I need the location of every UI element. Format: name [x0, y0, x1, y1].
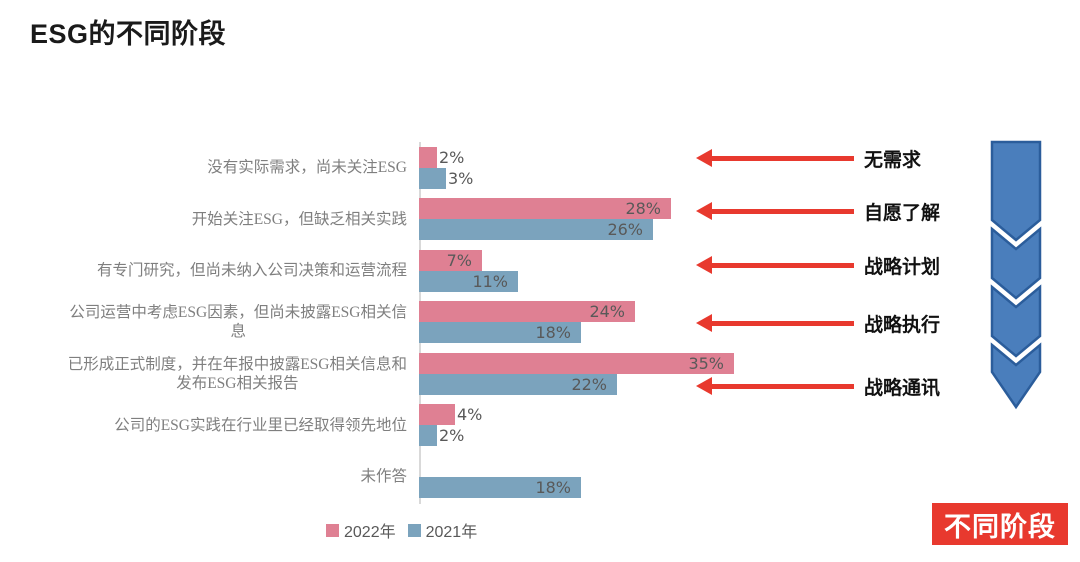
legend-label-2021: 2021年 — [425, 524, 478, 541]
stage-label: 无需求 — [864, 149, 922, 171]
bar-value-label: 7% — [446, 250, 472, 270]
bar-value-label: 18% — [535, 477, 571, 497]
stage-label: 自愿了解 — [864, 202, 941, 224]
bar-group: 2% 3% — [419, 146, 473, 189]
bar-group: 35% 22% — [419, 352, 734, 395]
stage-annotation: 战略通讯 — [696, 374, 941, 399]
left-arrow-icon — [696, 201, 854, 220]
page-title: ESG的不同阶段 — [30, 19, 227, 49]
bar-value-label: 22% — [571, 374, 607, 394]
bar-chart: 没有实际需求，尚未关注ESG 2% 3% 开始关注ESG，但缺乏相关实践 28% 26% 有… — [0, 142, 780, 503]
left-arrow-icon — [696, 148, 854, 167]
bar-2022: 4% — [419, 404, 482, 426]
bar-group: 4% 2% — [419, 404, 482, 447]
stage-annotation: 自愿了解 — [696, 199, 941, 224]
bar-2022: 24% — [419, 301, 635, 323]
bar-2021: 22% — [419, 373, 617, 395]
bar-2021: 18% — [419, 476, 581, 498]
chart-row: 未作答 18% — [0, 451, 780, 503]
legend-swatch-2022 — [326, 523, 339, 537]
bar-value-label: 4% — [457, 405, 483, 425]
bar-value-label: 18% — [535, 323, 571, 343]
bar-group: 28% 26% — [419, 198, 671, 241]
bar-value-label: 26% — [607, 220, 643, 240]
left-arrow-icon — [696, 313, 854, 332]
chart-row: 公司运营中考虑ESG因素，但尚未披露ESG相关信 息 24% 18% — [0, 297, 780, 349]
legend-label-2022: 2022年 — [344, 524, 396, 541]
category-label: 未作答 — [360, 468, 407, 486]
category-label: 开始关注ESG，但缺乏相关实践 — [191, 210, 407, 228]
down-chevron-arrow-icon — [990, 140, 1042, 410]
bar-2021: 3% — [419, 167, 473, 189]
bar-2021: 2% — [419, 425, 464, 447]
stage-annotation: 战略执行 — [696, 311, 941, 336]
chart-legend: 2022年 2021年 — [326, 518, 477, 542]
bar-2021: 18% — [419, 322, 581, 344]
bar-group: 24% 18% — [419, 301, 635, 344]
stage-label: 战略计划 — [864, 256, 941, 278]
legend-item-2021: 2021年 — [407, 518, 478, 542]
bar-group: 7% 11% — [419, 249, 518, 292]
legend-item-2022: 2022年 — [326, 518, 396, 542]
category-label: 没有实际需求，尚未关注ESG — [207, 159, 407, 177]
category-label: 公司的ESG实践在行业里已经取得领先地位 — [114, 416, 407, 434]
chart-row: 有专门研究，但尚未纳入公司决策和运营流程 7% 11% — [0, 245, 780, 297]
bar-group: 18% — [419, 456, 581, 498]
bar-2022: 2% — [419, 146, 464, 168]
bar-value-label: 11% — [472, 271, 508, 291]
bar-2021: 26% — [419, 219, 653, 241]
left-arrow-icon — [696, 376, 854, 395]
chart-row: 已形成正式制度，并在年报中披露ESG相关信息和 发布ESG相关报告 35% 22% — [0, 348, 780, 400]
bar-value-label: 3% — [448, 168, 474, 188]
chart-row: 公司的ESG实践在行业里已经取得领先地位 4% 2% — [0, 400, 780, 452]
chart-row: 开始关注ESG，但缺乏相关实践 28% 26% — [0, 194, 780, 246]
bar-value-label: 2% — [439, 147, 465, 167]
legend-swatch-2021 — [407, 523, 421, 537]
stage-annotation: 战略计划 — [696, 253, 941, 278]
stage-label: 战略执行 — [864, 314, 941, 336]
left-arrow-icon — [696, 255, 854, 274]
bar-2022: 7% — [419, 249, 482, 271]
stage-annotation: 无需求 — [696, 146, 922, 171]
category-label: 公司运营中考虑ESG因素，但尚未披露ESG相关信 息 — [69, 304, 407, 341]
stage-label: 战略通讯 — [864, 377, 941, 399]
category-label: 已形成正式制度，并在年报中披露ESG相关信息和 发布ESG相关报告 — [67, 355, 407, 392]
bar-value-label: 28% — [625, 199, 661, 219]
bar-value-label: 2% — [439, 426, 465, 446]
bar-2021: 11% — [419, 270, 518, 292]
chart-row: 没有实际需求，尚未关注ESG 2% 3% — [0, 142, 780, 194]
bar-value-label: 35% — [688, 353, 724, 373]
category-label: 有专门研究，但尚未纳入公司决策和运营流程 — [96, 262, 407, 280]
stage-badge: 不同阶段 — [932, 503, 1068, 545]
bar-value-label: 24% — [589, 302, 625, 322]
bar-2022: 28% — [419, 198, 671, 220]
bar-2022: 35% — [419, 352, 734, 374]
